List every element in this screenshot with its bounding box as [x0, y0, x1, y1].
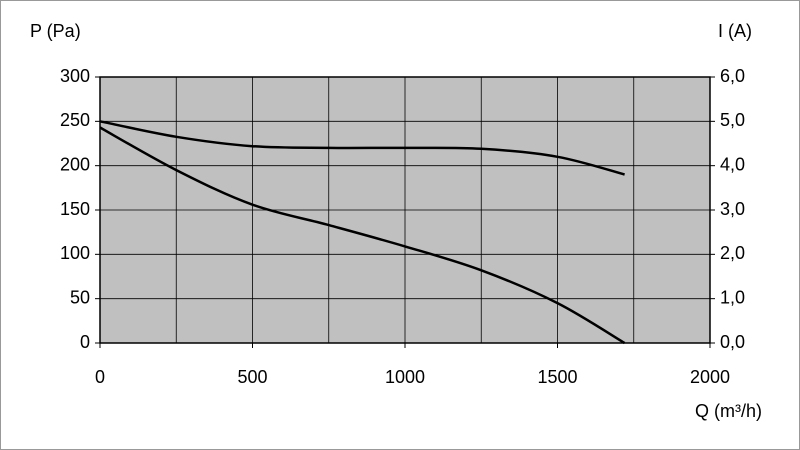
y2-tick-label: 3,0 — [720, 199, 745, 219]
y-axis-title: P (Pa) — [30, 21, 81, 41]
x-tick-label: 1000 — [385, 367, 425, 387]
y2-tick-label: 4,0 — [720, 154, 745, 174]
y-tick-label: 50 — [70, 287, 90, 307]
x-tick-label: 500 — [237, 367, 267, 387]
line-series — [99, 126, 626, 345]
y-tick-label: 300 — [60, 66, 90, 86]
x-axis-title: Q (m³/h) — [695, 401, 762, 421]
y2-tick-label: 1,0 — [720, 287, 745, 307]
x-tick-label: 2000 — [690, 367, 730, 387]
y2-tick-label: 0,0 — [720, 332, 745, 352]
y2-tick-label: 6,0 — [720, 66, 745, 86]
y2-axis-title: I (A) — [718, 21, 752, 41]
y-tick-label: 100 — [60, 243, 90, 263]
x-tick-label: 1500 — [537, 367, 577, 387]
y-tick-label: 250 — [60, 110, 90, 130]
line-series — [99, 120, 625, 176]
y-tick-label: 150 — [60, 199, 90, 219]
y-tick-label: 200 — [60, 154, 90, 174]
y-tick-label: 0 — [80, 332, 90, 352]
y2-tick-label: 2,0 — [720, 243, 745, 263]
y2-tick-label: 5,0 — [720, 110, 745, 130]
plot-border — [99, 76, 711, 344]
x-tick-label: 0 — [95, 367, 105, 387]
